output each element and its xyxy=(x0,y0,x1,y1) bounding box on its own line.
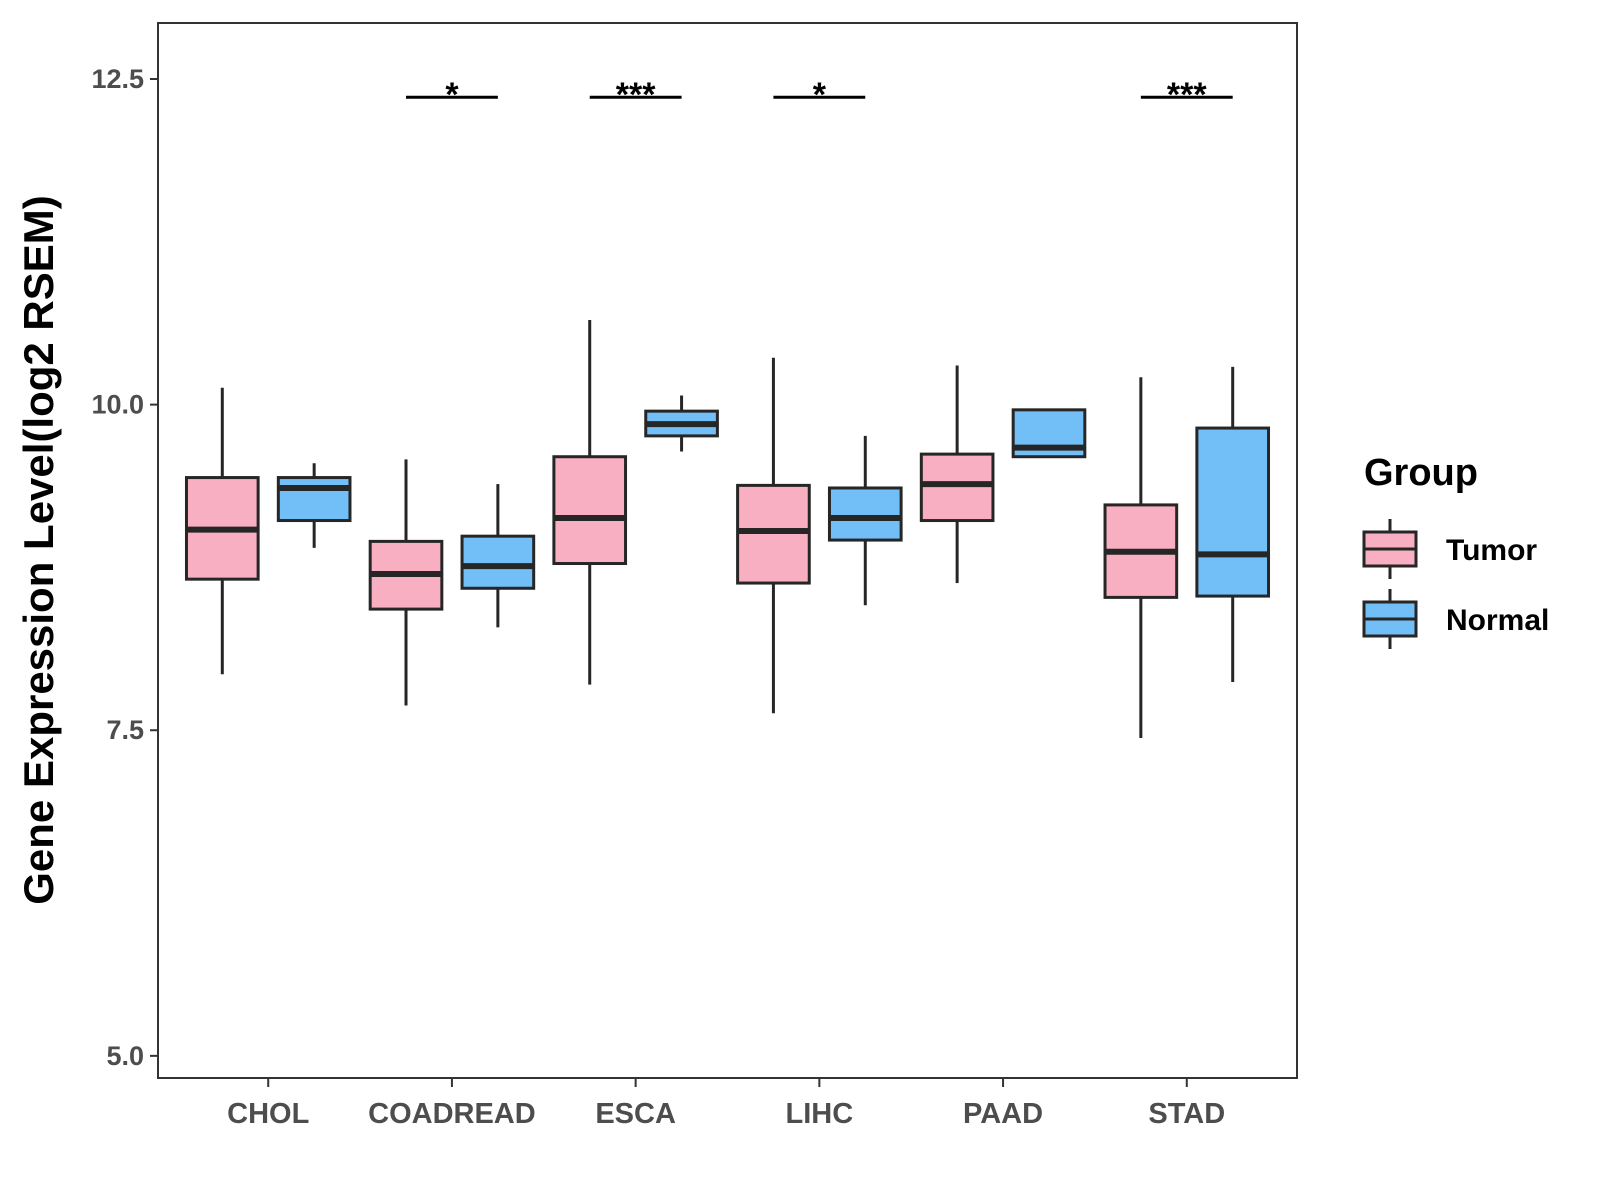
box-normal-lihc xyxy=(827,435,903,606)
legend-label-normal: Normal xyxy=(1446,604,1549,637)
plot-panel-border xyxy=(157,22,1298,1079)
box-normal-coadread xyxy=(460,484,536,628)
box-iqr xyxy=(276,476,352,523)
significance-lihc: * xyxy=(773,76,866,114)
legend-item-tumor: Tumor xyxy=(1362,519,1537,579)
y-axis-title: Gene Expression Level(log2 RSEM) xyxy=(15,195,62,905)
x-tick-label-lihc: LIHC xyxy=(786,1098,854,1130)
box-normal-paad xyxy=(1011,408,1087,459)
box-iqr xyxy=(460,534,536,590)
x-tick-label-esca: ESCA xyxy=(595,1098,676,1130)
legend-label-tumor: Tumor xyxy=(1446,534,1537,567)
box-tumor-stad xyxy=(1103,377,1179,739)
x-tick-label-paad: PAAD xyxy=(963,1098,1043,1130)
box-iqr xyxy=(919,452,995,523)
x-tick-label-coadread: COADREAD xyxy=(368,1098,536,1130)
y-tick-label: 5.0 xyxy=(106,1041,144,1071)
y-tick-label: 12.5 xyxy=(91,64,144,94)
x-tick-label-chol: CHOL xyxy=(227,1098,309,1130)
box-tumor-esca xyxy=(552,319,628,685)
significance-stad: *** xyxy=(1140,76,1233,114)
box-normal-esca xyxy=(644,395,719,452)
box-normal-stad xyxy=(1195,366,1271,683)
y-tick-label: 10.0 xyxy=(91,390,144,420)
legend-title: Group xyxy=(1364,452,1478,494)
x-axis: CHOL COADREAD ESCA LIHC PAAD STAD xyxy=(227,1078,1225,1130)
significance-label: * xyxy=(445,76,459,114)
box-tumor-chol xyxy=(184,387,260,675)
box-tumor-paad xyxy=(919,365,995,584)
legend-items: Tumor Normal xyxy=(1362,519,1549,649)
box-tumor-lihc xyxy=(736,357,811,714)
significance-coadread: * xyxy=(406,76,498,114)
x-tick-label-stad: STAD xyxy=(1148,1098,1225,1130)
significance-layer: * *** * *** xyxy=(406,76,1233,114)
box-iqr xyxy=(736,483,811,585)
boxes-layer xyxy=(184,319,1271,739)
significance-label: *** xyxy=(616,76,656,114)
box-tumor-coadread xyxy=(368,459,444,706)
box-iqr xyxy=(827,486,903,542)
box-iqr xyxy=(552,455,628,566)
significance-label: * xyxy=(813,76,827,114)
box-iqr xyxy=(1195,426,1271,598)
legend-item-normal: Normal xyxy=(1362,589,1549,649)
significance-esca: *** xyxy=(589,76,682,114)
y-axis: 5.0 7.5 10.0 12.5 xyxy=(91,64,158,1071)
significance-label: *** xyxy=(1167,76,1207,114)
y-tick-label: 7.5 xyxy=(106,715,144,745)
box-normal-chol xyxy=(276,463,352,548)
legend: Group Tumor Normal xyxy=(1362,452,1549,649)
